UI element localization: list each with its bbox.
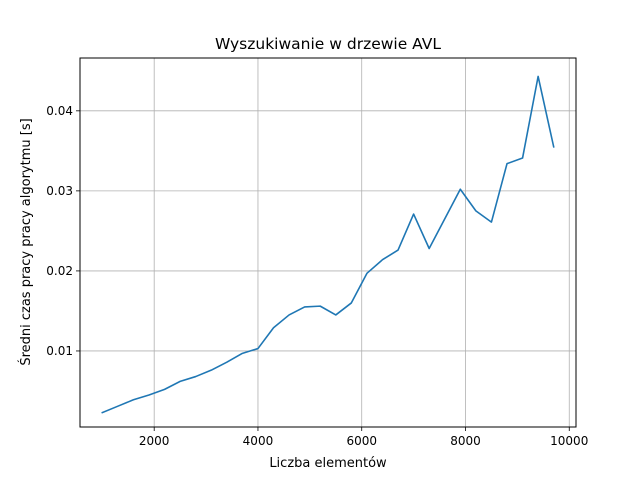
grid-lines (80, 58, 576, 427)
series-line (101, 75, 555, 414)
y-tick-label: 0.03 (46, 184, 73, 198)
x-tick-label: 6000 (346, 434, 377, 448)
x-axis-label: Liczba elementów (269, 456, 387, 471)
y-tick-label: 0.01 (46, 344, 73, 358)
x-tick-label: 10000 (550, 434, 588, 448)
y-axis-ticks: 0.01 0.02 0.03 0.04 (46, 104, 80, 358)
data-series (101, 75, 555, 414)
x-axis-ticks: 2000 4000 6000 8000 10000 (139, 427, 588, 448)
y-tick-label: 0.02 (46, 264, 73, 278)
y-axis-label: Średni czas pracy pracy algorytmu [s] (18, 118, 34, 365)
x-tick-label: 2000 (139, 434, 170, 448)
x-tick-label: 8000 (450, 434, 481, 448)
plot-area-frame (79, 57, 577, 428)
chart-title: Wyszukiwanie w drzewie AVL (215, 35, 441, 53)
x-tick-label: 4000 (243, 434, 274, 448)
y-tick-label: 0.04 (46, 104, 73, 118)
